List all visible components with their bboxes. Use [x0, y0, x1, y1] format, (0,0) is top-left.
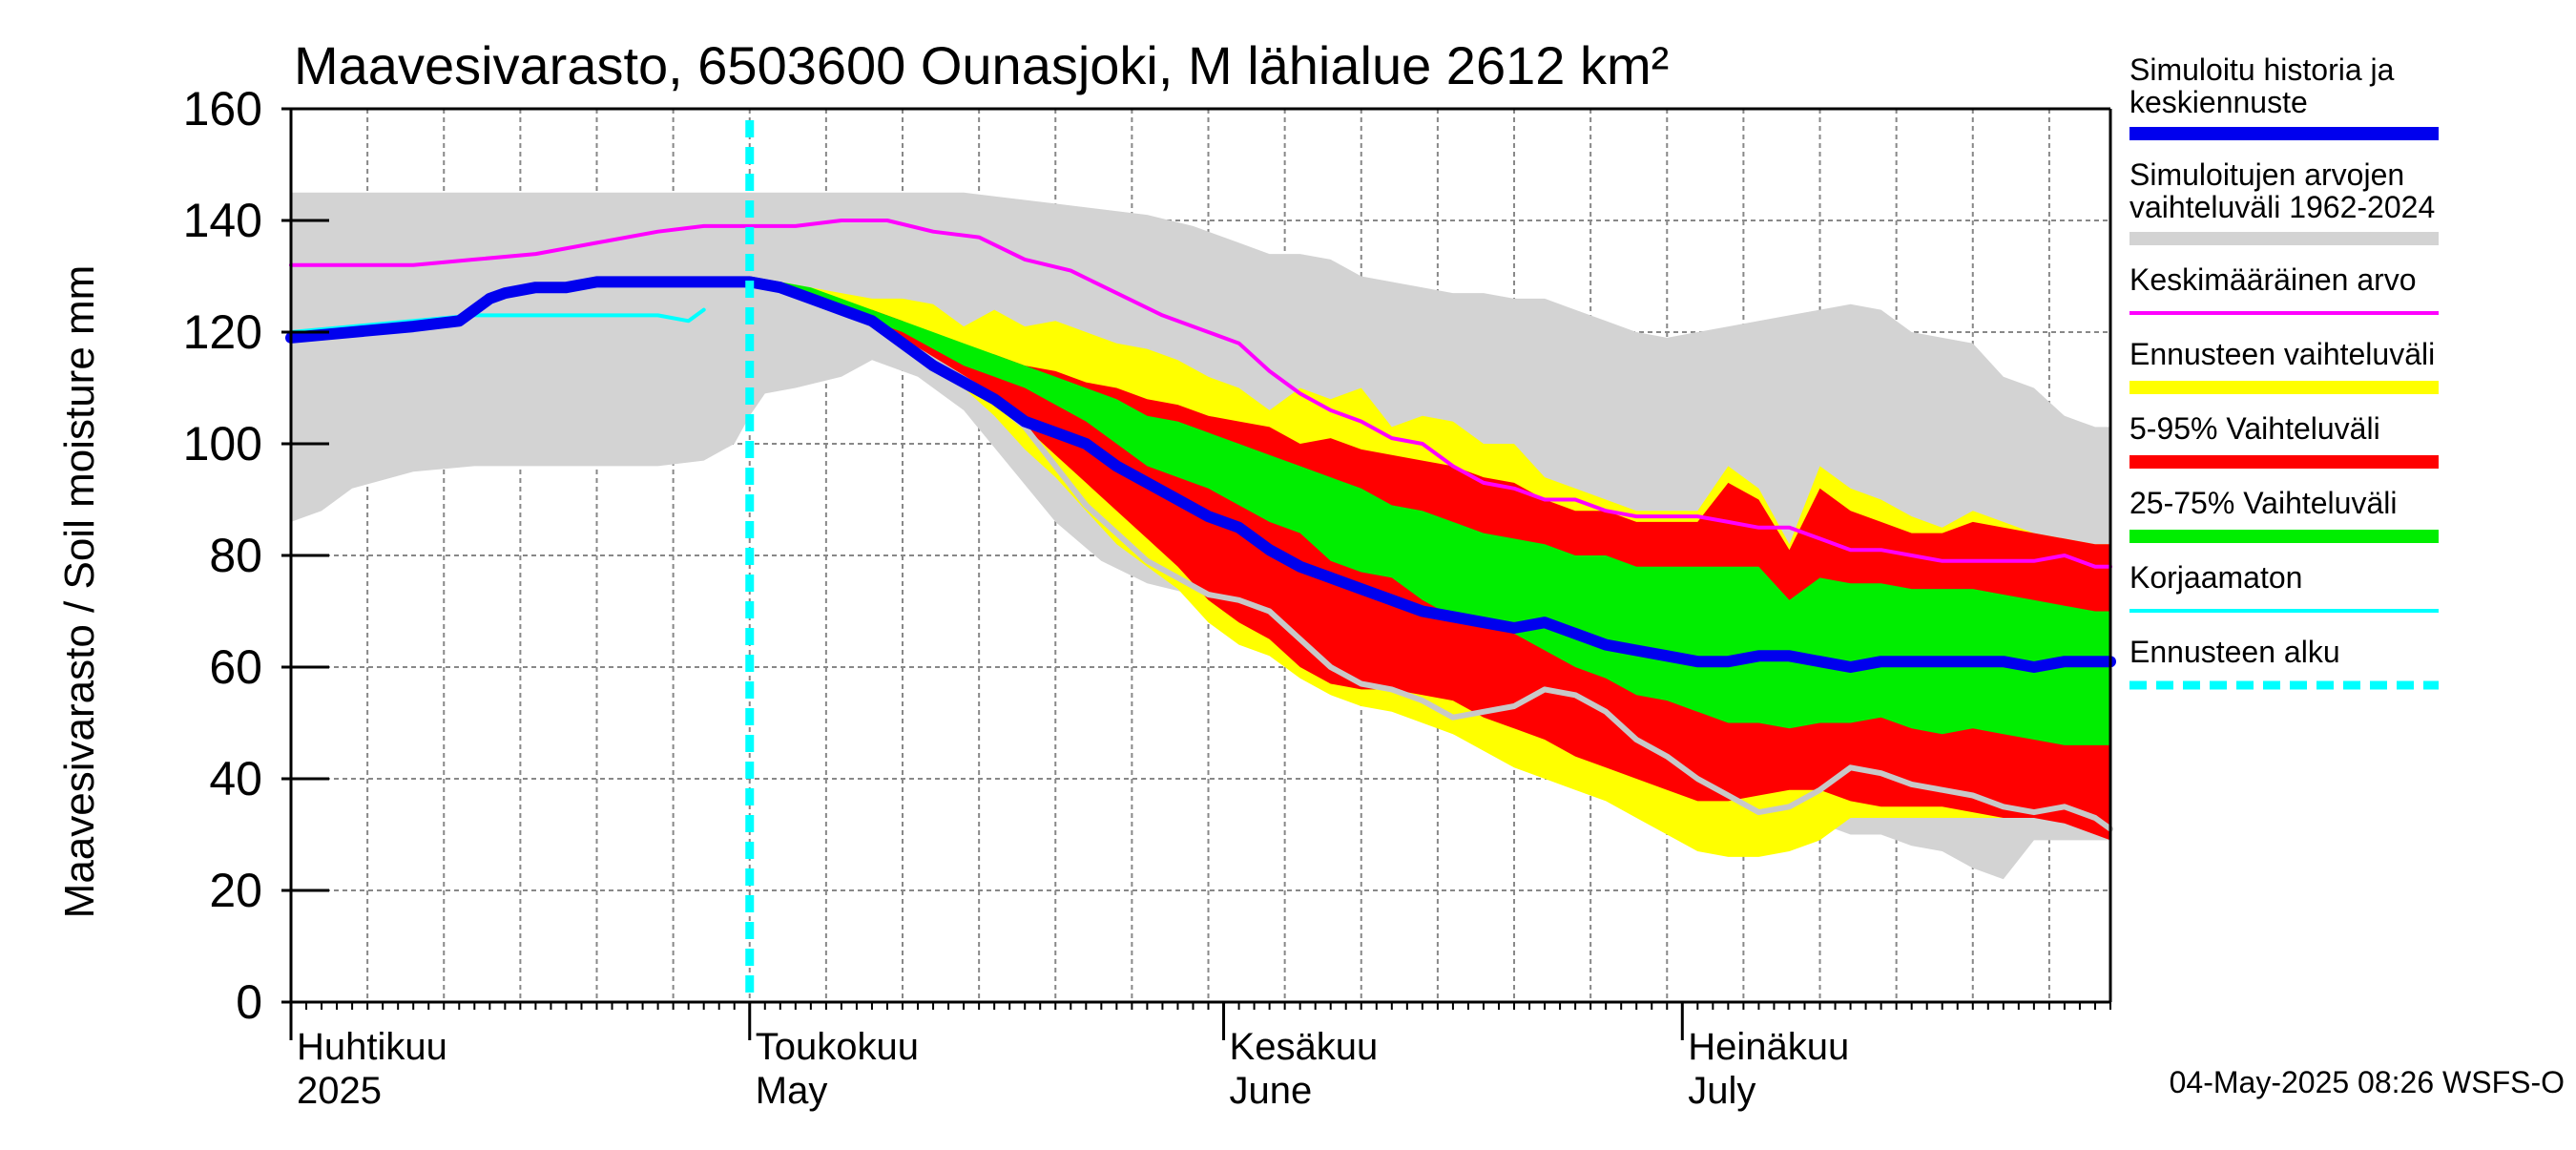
legend-label-line2: keskiennuste — [2129, 85, 2308, 119]
band-25-75-vaihteluv-li — [749, 276, 2110, 745]
x-month-label: Toukokuu — [756, 1026, 919, 1068]
y-tick-label: 120 — [183, 305, 262, 359]
x-month-label-en: May — [756, 1070, 828, 1112]
timestamp-footer: 04-May-2025 08:26 WSFS-O — [2170, 1065, 2565, 1099]
legend-item-keskim-r-inen-arvo: Keskimääräinen arvo — [2129, 262, 2439, 315]
legend-label: Keskimääräinen arvo — [2129, 262, 2417, 297]
legend-label: Simuloitu historia ja — [2129, 52, 2395, 87]
legend-item-5-95-vaihteluv-li: 5-95% Vaihteluväli — [2129, 411, 2439, 469]
legend: Simuloitu historia jakeskiennusteSimuloi… — [2129, 52, 2439, 690]
y-tick-label: 80 — [209, 529, 262, 582]
x-month-label-en: June — [1230, 1070, 1313, 1112]
y-tick-label: 100 — [183, 417, 262, 470]
line-layer — [285, 120, 2116, 1002]
y-tick-label: 160 — [183, 82, 262, 136]
y-tick-label: 0 — [236, 975, 262, 1029]
y-tick-label: 40 — [209, 752, 262, 805]
legend-label: Ennusteen vaihteluväli — [2129, 337, 2435, 371]
line-ensemble-member — [746, 279, 2113, 832]
x-month-label-en: July — [1688, 1070, 1755, 1112]
y-tick-label: 60 — [209, 640, 262, 694]
y-tick-label: 20 — [209, 864, 262, 917]
legend-label: 5-95% Vaihteluväli — [2129, 411, 2380, 446]
legend-item-korjaamaton: Korjaamaton — [2129, 560, 2439, 613]
chart-title: Maavesivarasto, 6503600 Ounasjoki, M läh… — [294, 35, 1669, 95]
x-month-label: Kesäkuu — [1230, 1026, 1379, 1068]
legend-label: 25-75% Vaihteluväli — [2129, 486, 2397, 520]
line-keskim-r-inen-arvo — [289, 219, 2112, 569]
legend-label-line2: vaihteluväli 1962-2024 — [2129, 190, 2435, 224]
legend-item-ennusteen-vaihteluv-li: Ennusteen vaihteluväli — [2129, 337, 2439, 394]
legend-label: Simuloitujen arvojen — [2129, 157, 2404, 192]
legend-label: Ennusteen alku — [2129, 635, 2340, 669]
legend-item-ennusteen-alku: Ennusteen alku — [2129, 635, 2439, 690]
x-month-label-en: 2025 — [297, 1070, 382, 1112]
legend-item-25-75-vaihteluv-li: 25-75% Vaihteluväli — [2129, 486, 2439, 543]
x-month-label: Huhtikuu — [297, 1026, 447, 1068]
legend-label: Korjaamaton — [2129, 560, 2302, 595]
x-month-label: Heinäkuu — [1688, 1026, 1849, 1068]
line-simuloitu-historia-ja-keskiennuste — [285, 276, 2116, 673]
y-axis-label: Maavesivarasto / Soil moisture mm — [56, 265, 103, 919]
y-tick-label: 140 — [183, 194, 262, 247]
